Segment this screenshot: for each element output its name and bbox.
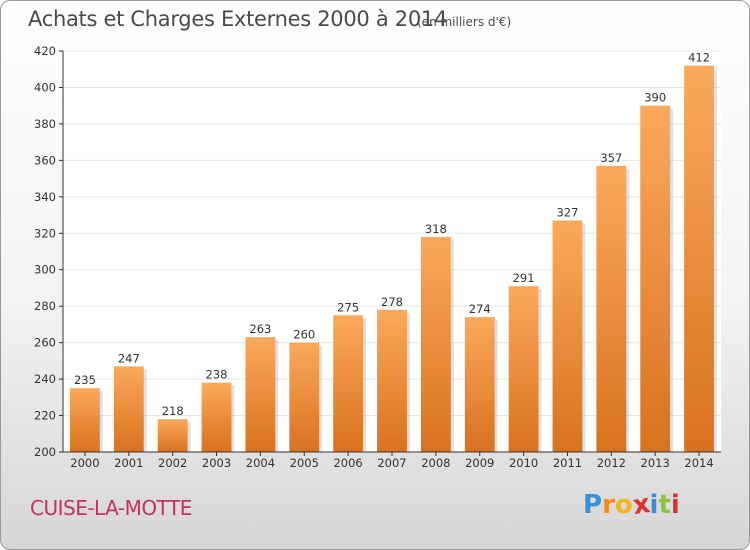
- logo-letter: o: [614, 490, 633, 520]
- data-label: 247: [118, 351, 140, 365]
- x-tick-label: 2013: [641, 456, 670, 470]
- logo-letter: i: [649, 490, 659, 520]
- data-label: 274: [469, 302, 491, 316]
- y-tick-label: 360: [34, 153, 56, 167]
- x-tick-label: 2003: [202, 456, 231, 470]
- data-label: 278: [381, 295, 403, 309]
- data-label: 275: [337, 300, 359, 314]
- data-label: 357: [600, 151, 622, 165]
- logo-letter: P: [583, 490, 603, 520]
- x-tick-label: 2001: [114, 456, 143, 470]
- bar: [420, 236, 451, 452]
- bar: [508, 286, 539, 452]
- x-tick-label: 2007: [377, 456, 406, 470]
- x-tick-label: 2004: [246, 456, 275, 470]
- logo-letter: r: [602, 490, 615, 520]
- data-label: 291: [513, 271, 535, 285]
- logo-letter: i: [670, 490, 680, 520]
- y-tick-label: 320: [34, 226, 56, 240]
- bar: [377, 309, 407, 452]
- chart-subtitle: (en milliers d'€): [417, 15, 512, 29]
- x-tick-label: 2000: [70, 456, 99, 470]
- bar: [464, 317, 495, 452]
- x-tick-label: 2014: [684, 456, 713, 470]
- data-label: 235: [74, 373, 96, 387]
- y-tick-label: 340: [34, 190, 56, 204]
- logo-letter: x: [630, 488, 652, 522]
- y-tick-label: 200: [34, 445, 56, 459]
- y-tick-label: 220: [34, 409, 56, 423]
- bar: [333, 315, 364, 452]
- y-tick-label: 240: [34, 372, 56, 386]
- data-label: 263: [249, 322, 271, 336]
- x-tick-label: 2006: [333, 456, 362, 470]
- chart-title: Achats et Charges Externes 2000 à 2014: [28, 7, 448, 31]
- data-label: 390: [644, 91, 666, 105]
- proxiti-logo: Proxiti: [583, 488, 680, 522]
- bar: [201, 382, 232, 452]
- bar: [552, 220, 583, 452]
- x-tick-label: 2008: [421, 456, 450, 470]
- bar: [596, 165, 627, 452]
- y-tick-label: 380: [34, 117, 56, 131]
- x-tick-label: 2012: [597, 456, 626, 470]
- x-tick-label: 2011: [553, 456, 582, 470]
- bar: [289, 342, 320, 452]
- bar: [113, 366, 144, 452]
- bar: [640, 105, 671, 452]
- y-tick-label: 300: [34, 263, 56, 277]
- data-label: 218: [162, 404, 184, 418]
- x-tick-label: 2002: [158, 456, 187, 470]
- bar: [157, 419, 188, 452]
- bar: [684, 65, 714, 452]
- data-label: 412: [688, 51, 710, 65]
- data-label: 238: [206, 368, 228, 382]
- x-tick-label: 2010: [509, 456, 538, 470]
- data-label: 318: [425, 222, 447, 236]
- y-tick-label: 400: [34, 80, 56, 94]
- data-label: 327: [556, 206, 578, 220]
- x-tick-label: 2005: [290, 456, 319, 470]
- y-tick-label: 260: [34, 336, 56, 350]
- y-tick-label: 420: [34, 44, 56, 58]
- bar: [245, 337, 276, 452]
- x-tick-label: 2009: [465, 456, 494, 470]
- data-label: 260: [293, 328, 315, 342]
- y-tick-label: 280: [34, 299, 56, 313]
- logo-letter: t: [658, 490, 671, 520]
- bar: [70, 388, 100, 452]
- commune-name: CUISE-LA-MOTTE: [30, 496, 192, 520]
